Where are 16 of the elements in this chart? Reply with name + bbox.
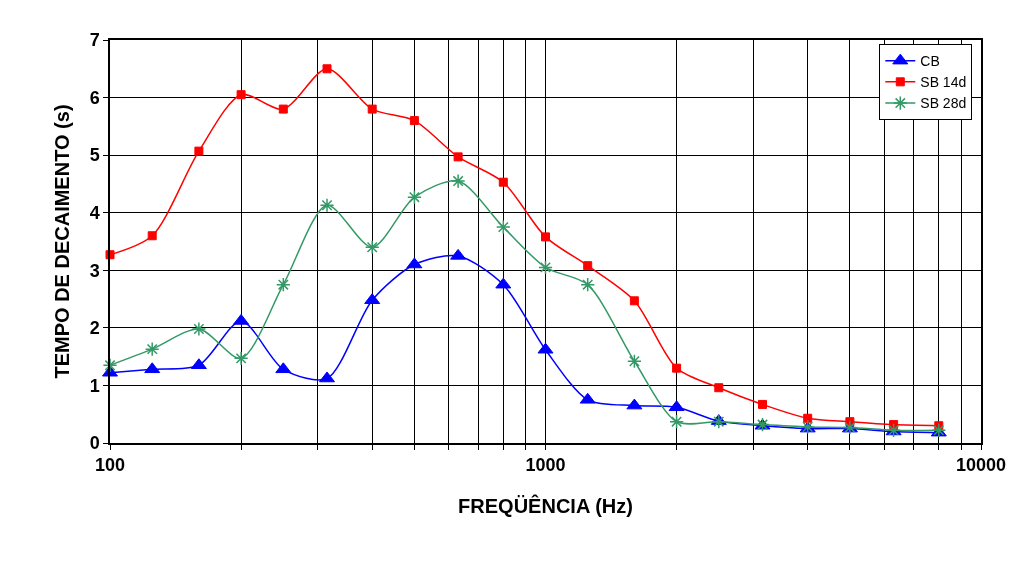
x-tick-label: 100: [94, 455, 126, 476]
y-tick-label: 1: [89, 375, 100, 396]
y-tick-label: 4: [89, 203, 100, 224]
y-tick-label: 0: [89, 433, 100, 454]
x-axis-title: FREQÜÊNCIA (Hz): [458, 494, 633, 518]
legend-label: CB: [920, 53, 940, 70]
y-tick-label: 5: [89, 145, 100, 166]
legend-label: SB 14d: [920, 74, 967, 91]
x-tick-label: 1000: [525, 455, 566, 476]
x-tick-label: 10000: [955, 455, 1007, 476]
y-tick-label: 2: [89, 318, 100, 339]
y-tick-label: 6: [89, 87, 100, 108]
legend-label: SB 28d: [920, 95, 967, 112]
y-tick-label: 3: [89, 260, 100, 281]
y-tick-label: 7: [89, 30, 100, 51]
y-axis-title: TEMPO DE DECAIMENTO (s): [50, 104, 73, 379]
